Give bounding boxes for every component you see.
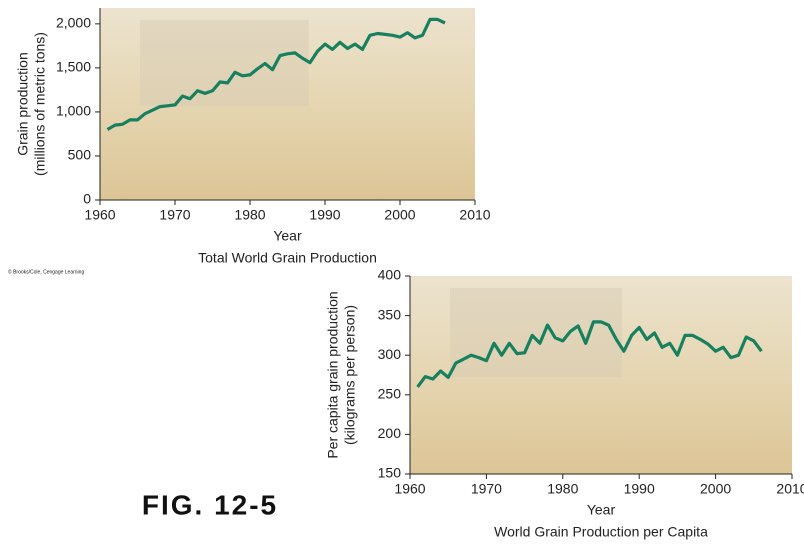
y-tick-label: 300 (378, 346, 402, 362)
y-axis-label: (millions of metric tons) (32, 32, 48, 176)
figure: © Brooks/Cole, Cengage Learning FIG. 12-… (0, 0, 804, 546)
x-tick-label: 1960 (394, 481, 425, 497)
figure-label: FIG. 12-5 (142, 489, 278, 520)
x-tick-label: 1980 (547, 481, 578, 497)
y-tick-label: 200 (378, 425, 402, 441)
y-axis-label: (kilograms per person) (342, 305, 358, 445)
y-tick-label: 150 (378, 465, 402, 481)
y-axis-label: Per capita grain production (325, 291, 341, 458)
x-tick-label: 1970 (159, 207, 190, 223)
x-tick-label: 1970 (471, 481, 502, 497)
x-tick-label: 1980 (234, 207, 265, 223)
x-tick-label: 2010 (459, 207, 490, 223)
x-tick-label: 1960 (84, 207, 115, 223)
y-tick-label: 500 (68, 147, 92, 163)
chart-title: Total World Grain Production (198, 250, 377, 266)
y-tick-label: 2,000 (56, 15, 91, 31)
chart-title: World Grain Production per Capita (494, 524, 708, 540)
x-tick-label: 2000 (700, 481, 731, 497)
credit: © Brooks/Cole, Cengage Learning (8, 268, 84, 275)
y-axis-label: Grain production (15, 52, 31, 156)
x-tick-label: 2000 (384, 207, 415, 223)
y-tick-label: 350 (378, 306, 402, 322)
x-axis-label: Year (587, 502, 616, 518)
x-tick-label: 2010 (776, 481, 804, 497)
photo-shape (450, 288, 622, 377)
photo-shape (140, 20, 309, 106)
y-tick-label: 1,500 (56, 59, 91, 75)
y-tick-label: 250 (378, 386, 402, 402)
y-tick-label: 400 (378, 267, 402, 283)
x-tick-label: 1990 (309, 207, 340, 223)
y-tick-label: 0 (83, 191, 91, 207)
x-tick-label: 1990 (624, 481, 655, 497)
x-axis-label: Year (273, 228, 302, 244)
y-tick-label: 1,000 (56, 103, 91, 119)
